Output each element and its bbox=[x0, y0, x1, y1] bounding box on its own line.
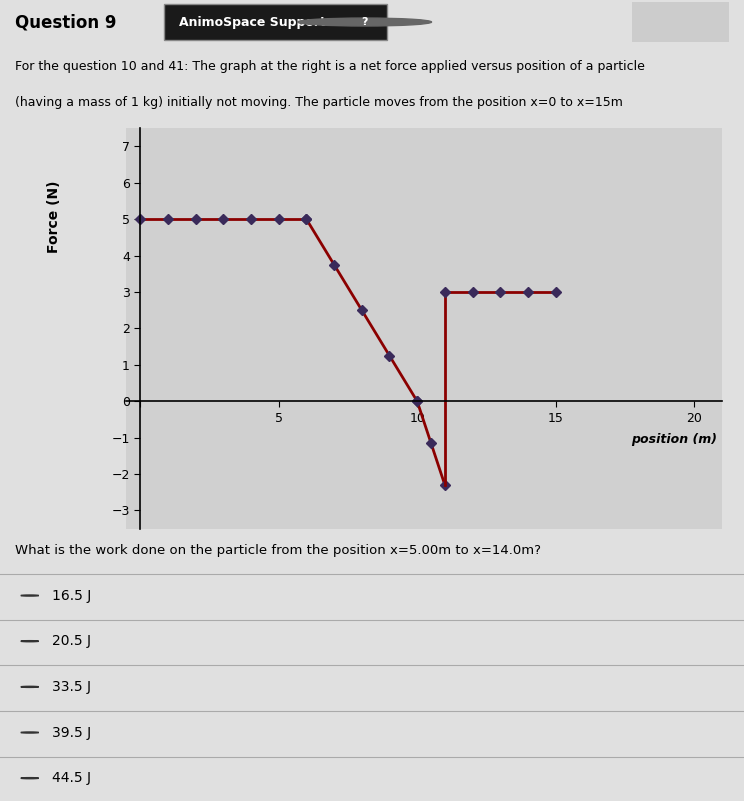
Text: ?: ? bbox=[362, 17, 368, 27]
Text: What is the work done on the particle from the position x=5.00m to x=14.0m?: What is the work done on the particle fr… bbox=[15, 544, 541, 557]
Text: 44.5 J: 44.5 J bbox=[52, 771, 91, 785]
Text: 33.5 J: 33.5 J bbox=[52, 680, 91, 694]
Text: 16.5 J: 16.5 J bbox=[52, 589, 92, 602]
Text: (having a mass of 1 kg) initially not moving. The particle moves from the positi: (having a mass of 1 kg) initially not mo… bbox=[15, 96, 623, 109]
Text: Question 9: Question 9 bbox=[15, 13, 116, 31]
Text: position (m): position (m) bbox=[631, 433, 717, 446]
Text: AnimoSpace Support: AnimoSpace Support bbox=[179, 15, 325, 29]
Text: For the question 10 and 41: The graph at the right is a net force applied versus: For the question 10 and 41: The graph at… bbox=[15, 60, 645, 73]
Text: 39.5 J: 39.5 J bbox=[52, 726, 92, 739]
Circle shape bbox=[298, 18, 432, 26]
Text: 20.5 J: 20.5 J bbox=[52, 634, 91, 648]
FancyBboxPatch shape bbox=[632, 2, 729, 42]
Y-axis label: Force (N): Force (N) bbox=[47, 180, 61, 252]
FancyBboxPatch shape bbox=[164, 4, 387, 40]
